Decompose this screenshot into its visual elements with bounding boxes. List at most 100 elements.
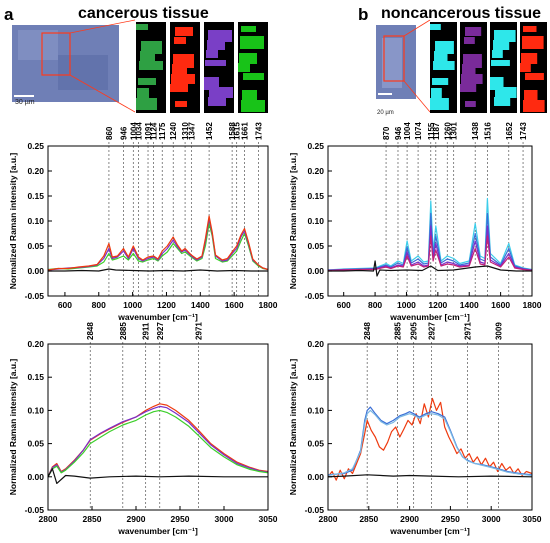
peak-label-2927: 2927	[156, 322, 165, 340]
x-tick-label: 600	[58, 300, 72, 310]
y-tick-label: 0.15	[307, 372, 324, 382]
y-tick-label: 0.05	[307, 439, 324, 449]
x-tick-label: 800	[368, 300, 382, 310]
chart-a-highwavenumber: 2848 2885 2911 2927 2971 -0.05 0.00 0.05 0.10 0.1…	[8, 322, 278, 536]
cluster-blob	[520, 63, 531, 72]
panel-a-cluster-maps	[136, 22, 268, 113]
cluster-blob	[494, 30, 516, 42]
cluster-blob	[239, 53, 257, 64]
x-tick-label: 1400	[191, 300, 210, 310]
x-tick-label: 1400	[460, 300, 479, 310]
y-tick-label: 0.25	[307, 141, 324, 151]
series-line-2	[47, 405, 269, 478]
x-tick-label: 2900	[127, 514, 146, 524]
peak-label-1347: 1347	[187, 122, 196, 140]
x-axis-title: wavenumber [cm⁻¹]	[117, 312, 198, 322]
cluster-blob	[208, 97, 226, 106]
x-tick-label: 3000	[482, 514, 501, 524]
cluster-blob	[430, 98, 449, 110]
x-tick-label: 1600	[225, 300, 244, 310]
panel-a-header: a cancerous tissue 30 µm	[4, 5, 268, 113]
peak-label-1652: 1652	[505, 122, 514, 140]
series-line-4	[48, 268, 268, 272]
peak-label-1155: 1155	[427, 122, 436, 140]
y-tick-label: 0.00	[27, 472, 44, 482]
cluster-blob	[209, 87, 233, 98]
panel-b-letter: b	[358, 5, 368, 24]
x-tick-label: 1000	[123, 300, 142, 310]
peak-label-1074: 1074	[414, 122, 423, 140]
peak-label-1743: 1743	[519, 122, 528, 140]
peak-label-2848: 2848	[86, 322, 95, 340]
y-tick-label: 0.15	[27, 372, 44, 382]
x-tick-label: 2950	[171, 514, 190, 524]
peak-label-946: 946	[119, 126, 128, 140]
panel-a-scale-label: 30 µm	[15, 99, 35, 106]
cluster-blob	[138, 78, 156, 85]
peak-label-1175: 1175	[158, 122, 167, 140]
x-tick-label: 3050	[259, 514, 278, 524]
peak-label-2971: 2971	[194, 322, 203, 340]
y-tick-label: 0.00	[307, 266, 324, 276]
series-line-1	[47, 403, 269, 478]
y-tick-label: 0.25	[27, 141, 44, 151]
x-tick-label: 2850	[83, 514, 102, 524]
cluster-blob	[136, 24, 148, 30]
peak-label-1438: 1438	[471, 122, 480, 140]
y-tick-label: 0.20	[307, 166, 324, 176]
x-tick-label: 2950	[441, 514, 460, 524]
y-tick-label: 0.20	[27, 166, 44, 176]
series-line-1	[327, 397, 533, 481]
cluster-blob	[139, 61, 163, 70]
cluster-blob	[431, 88, 442, 102]
peak-label-2911: 2911	[142, 322, 151, 340]
cluster-blob	[465, 27, 482, 36]
y-tick-label: -0.05	[25, 291, 45, 301]
peak-label-1004: 1004	[129, 122, 138, 140]
cluster-blob	[174, 37, 186, 44]
x-tick-label: 2800	[39, 514, 58, 524]
peak-label-1091: 1091	[144, 122, 153, 140]
peak-label-1124: 1124	[150, 122, 159, 140]
cluster-blob	[204, 77, 219, 90]
chart-b-highwavenumber: 2848 2885 2905 2927 2971 3009 -0.05 0.00 0.05 0.1…	[288, 322, 542, 536]
x-tick-label: 2800	[319, 514, 338, 524]
cluster-blob	[432, 78, 449, 85]
y-tick-label: 0.15	[27, 191, 44, 201]
plot-frame	[47, 343, 269, 511]
cluster-blob	[241, 26, 256, 32]
peak-label-1743: 1743	[254, 122, 263, 140]
plot-frame	[47, 145, 269, 297]
cluster-blob	[464, 37, 475, 44]
peak-label-1301: 1301	[450, 122, 459, 140]
peak-label-1240: 1240	[169, 122, 178, 140]
cluster-blob	[461, 74, 483, 84]
cluster-blob	[494, 97, 511, 106]
x-tick-label: 1200	[428, 300, 447, 310]
y-tick-label: 0.00	[307, 472, 324, 482]
y-tick-label: 0.05	[307, 241, 324, 251]
peak-label-1516: 1516	[483, 122, 492, 140]
cluster-blob	[171, 74, 195, 84]
cluster-blob	[430, 24, 441, 30]
panel-a-roi-box	[41, 32, 71, 76]
cluster-blob	[170, 84, 188, 92]
y-axis-title: Normalized Raman intensity [a.u.]	[288, 359, 298, 496]
y-tick-label: -0.05	[305, 505, 325, 515]
y-tick-label: 0.10	[27, 405, 44, 415]
panel-b-cluster-maps	[430, 22, 547, 113]
y-tick-label: 0.10	[27, 216, 44, 226]
cluster-blob	[435, 41, 454, 54]
peak-label-2885: 2885	[393, 322, 402, 340]
cluster-blob	[207, 40, 225, 50]
x-tick-label: 800	[92, 300, 106, 310]
cluster-blob	[522, 36, 544, 49]
cluster-blob	[238, 63, 250, 72]
y-tick-label: 0.00	[27, 266, 44, 276]
cluster-blob	[462, 64, 476, 76]
series-line-1	[47, 222, 269, 271]
series-line-3	[327, 409, 533, 477]
